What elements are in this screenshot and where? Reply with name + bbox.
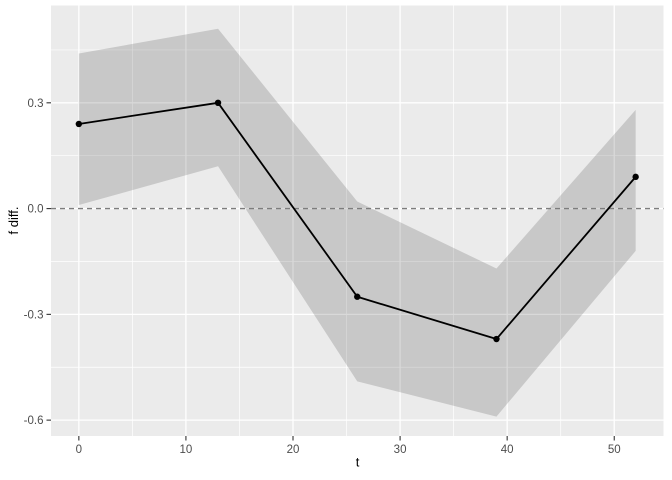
confidence-ribbon (78, 28, 636, 417)
data-point (75, 120, 83, 128)
x-tick-label: 30 (394, 444, 407, 456)
x-tick-label: 20 (287, 444, 300, 456)
data-point (493, 335, 500, 343)
y-tick-label: -0.3 (24, 309, 44, 321)
data-point (354, 293, 361, 300)
y-tick-label: 0.0 (28, 204, 44, 216)
x-tick-label: 10 (180, 444, 193, 456)
data-point (214, 99, 222, 107)
y-tick-label: -0.6 (24, 415, 44, 427)
x-axis-title: t (356, 455, 360, 470)
data-point (632, 173, 639, 181)
x-tick-label: 0 (76, 444, 82, 456)
y-tick-label: 0.3 (28, 98, 44, 110)
x-tick-label: 50 (608, 444, 621, 456)
plot-panel (51, 5, 664, 436)
x-tick-label: 40 (501, 444, 514, 456)
y-axis-title: f diff. (6, 207, 21, 235)
